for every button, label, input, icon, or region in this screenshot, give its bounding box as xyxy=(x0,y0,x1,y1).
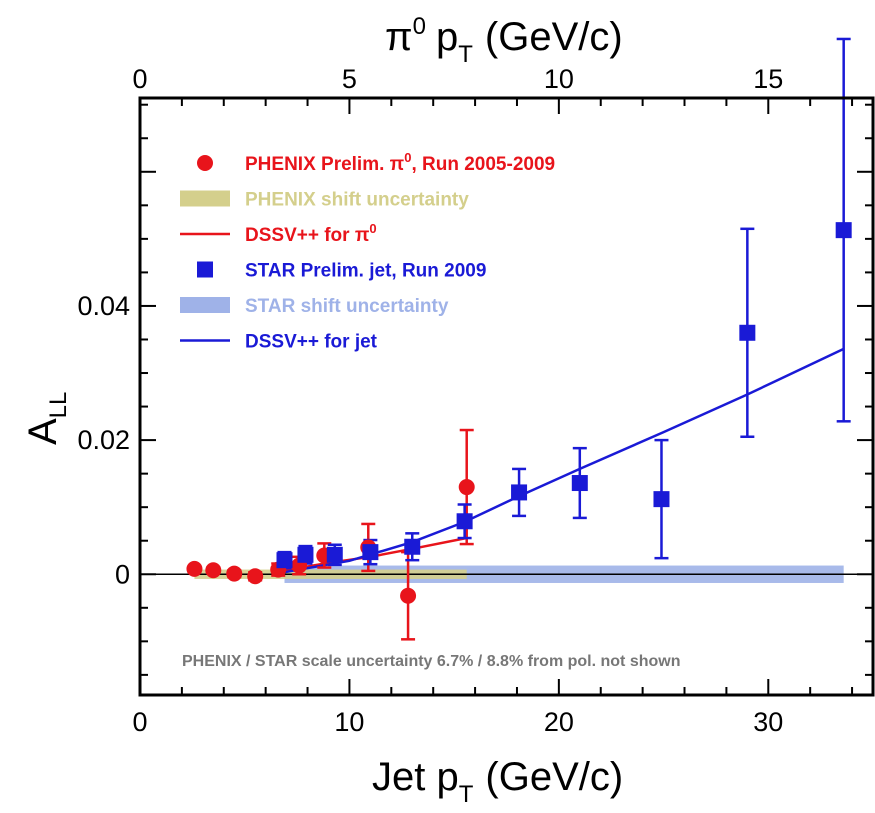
data-point xyxy=(458,479,475,496)
data-point xyxy=(226,565,243,582)
data-point xyxy=(571,475,588,492)
top-axis-title: π0 pT (GeV/c) xyxy=(385,13,623,68)
legend-marker-circle xyxy=(197,155,213,171)
data-point xyxy=(276,552,293,569)
data-point xyxy=(511,484,528,501)
y-tick-label: 0 xyxy=(115,559,130,589)
y-axis-main: A xyxy=(21,418,65,445)
bottom-axis-title: Jet pT (GeV/c) xyxy=(372,755,623,808)
top-tick-label: 15 xyxy=(753,64,783,94)
top-axis-unit: (GeV/c) xyxy=(485,15,623,59)
data-point xyxy=(404,538,421,555)
bottom-tick-label: 10 xyxy=(334,707,364,737)
data-point xyxy=(297,546,314,563)
bottom-axis-sub: T xyxy=(459,781,474,808)
legend-label: PHENIX shift uncertainty xyxy=(245,190,469,211)
data-point xyxy=(456,513,473,530)
data-point xyxy=(205,562,222,579)
legend-label: DSSV++ for jet xyxy=(245,332,378,353)
data-points xyxy=(186,222,852,604)
y-axis-title: ALL xyxy=(21,392,72,445)
data-point xyxy=(835,222,852,239)
data-point xyxy=(653,491,670,508)
legend-marker-square xyxy=(197,261,213,278)
top-axis-sup: 0 xyxy=(413,13,426,40)
top-tick-label: 10 xyxy=(544,64,574,94)
bottom-tick-label: 20 xyxy=(544,707,574,737)
top-tick-label: 5 xyxy=(342,64,357,94)
legend-label: STAR shift uncertainty xyxy=(245,296,449,317)
y-tick-label: 0.02 xyxy=(77,425,130,455)
axis-ticks xyxy=(139,98,873,695)
tick-labels: 0 10 20 30 0 5 10 15 0.04 0.02 0 xyxy=(77,64,783,737)
data-point xyxy=(247,568,264,585)
data-point xyxy=(362,544,379,561)
y-axis-sub: LL xyxy=(45,392,72,419)
legend-label: PHENIX Prelim. π0, Run 2005-2009 xyxy=(245,150,555,175)
y-tick-label: 0.04 xyxy=(77,291,130,321)
data-point xyxy=(400,587,417,604)
top-tick-label: 0 xyxy=(132,64,147,94)
legend-label: STAR Prelim. jet, Run 2009 xyxy=(245,261,486,282)
plot-frame xyxy=(138,96,875,697)
data-point xyxy=(739,324,756,341)
top-axis-sub: T xyxy=(458,41,473,68)
legend-marker-band xyxy=(180,297,230,313)
bottom-axis-main: Jet p xyxy=(372,755,459,799)
theory-curves xyxy=(277,347,845,574)
legend: PHENIX Prelim. π0, Run 2005-2009 PHENIX s… xyxy=(180,150,555,353)
top-axis-prefix: π xyxy=(385,15,413,59)
scale-uncertainty-note: PHENIX / STAR scale uncertainty 6.7% / 8… xyxy=(182,653,680,670)
data-point xyxy=(186,560,203,577)
bottom-axis-unit: (GeV/c) xyxy=(485,755,623,799)
top-axis-main: p xyxy=(436,15,458,59)
bottom-tick-label: 0 xyxy=(132,707,147,737)
bottom-tick-label: 30 xyxy=(753,707,783,737)
legend-label: DSSV++ for π0 xyxy=(245,221,377,246)
data-point xyxy=(326,546,343,563)
legend-marker-band xyxy=(180,190,230,207)
